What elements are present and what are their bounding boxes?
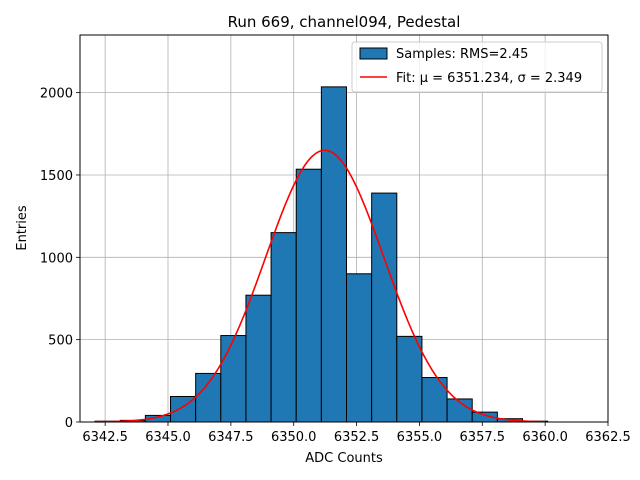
chart-title: Run 669, channel094, Pedestal: [228, 13, 461, 31]
histogram-bar: [245, 294, 272, 423]
legend-histogram-swatch: [359, 47, 388, 60]
histogram-bar: [396, 335, 423, 423]
y-axis-label: Entries: [15, 205, 30, 251]
x-axis-ticks: 6342.5 6345.0 6347.5 6350.0 6352.5 6355.0 6357…: [82, 422, 631, 445]
fit-curve-group: [95, 149, 546, 423]
histogram-bar: [270, 232, 297, 423]
histogram-bar: [295, 168, 322, 423]
x-tick-label: 6352.5: [334, 430, 380, 445]
x-tick-label: 6357.5: [460, 430, 506, 445]
y-tick-label: 1000: [40, 251, 73, 266]
axes-frame: [79, 34, 609, 423]
x-tick-label: 6347.5: [208, 430, 254, 445]
histogram-bar: [195, 372, 222, 423]
x-tick-label: 6355.0: [397, 430, 443, 445]
y-tick-label: 1500: [40, 169, 73, 184]
histogram-bar: [320, 86, 348, 423]
x-tick-label: 6345.0: [145, 430, 191, 445]
x-tick-label: 6342.5: [82, 430, 128, 445]
histogram-bar: [371, 192, 398, 423]
x-axis-label: ADC Counts: [305, 451, 383, 466]
x-tick-label: 6362.5: [585, 430, 631, 445]
y-axis-ticks: 0 500 1000 1500 2000: [40, 87, 80, 431]
histogram-bar: [220, 335, 247, 423]
legend-fit-label: Fit: μ = 6351.234, σ = 2.349: [396, 71, 582, 86]
y-tick-label: 500: [48, 334, 73, 349]
fit-curve: [95, 149, 546, 423]
x-tick-label: 6350.0: [271, 430, 317, 445]
histogram-bar: [346, 273, 373, 423]
y-tick-label: 0: [65, 416, 73, 431]
y-tick-label: 2000: [40, 87, 73, 102]
x-tick-label: 6360.0: [522, 430, 568, 445]
legend-histogram-label: Samples: RMS=2.45: [396, 47, 528, 62]
legend-frame: [351, 41, 603, 93]
histogram-bar: [421, 377, 448, 423]
legend: Samples: RMS=2.45 Fit: μ = 6351.234, σ =…: [351, 41, 603, 93]
